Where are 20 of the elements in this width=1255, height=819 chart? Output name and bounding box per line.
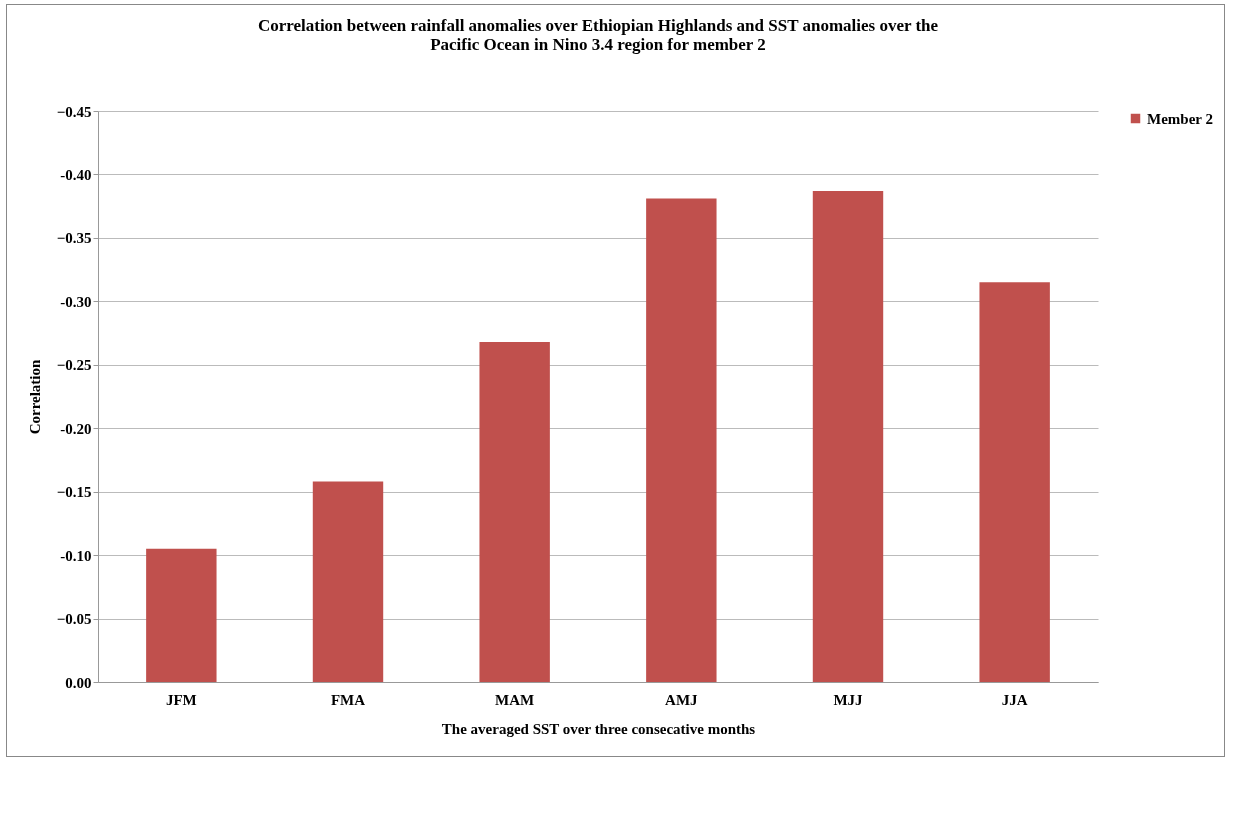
y-tick-label: −0.15	[56, 484, 92, 501]
y-tick-label: −0.25	[56, 357, 92, 374]
y-tick-label: −0.05	[56, 611, 92, 628]
y-axis-title: Correlation	[26, 358, 43, 435]
y-tick-label: -0.30	[60, 293, 92, 310]
legend-label: Member 2	[1147, 110, 1213, 127]
chart-title: Correlation between rainfall anomalies over Ethiopian Highlands and SST anomalies over the Pacific Ocean in Nino 3.4 region for member 2	[257, 16, 939, 54]
x-tick-label: MAM	[495, 691, 535, 708]
x-tick-label: MJJ	[833, 691, 864, 708]
y-tick-label: -0.40	[60, 166, 92, 183]
x-tick-label: JFM	[165, 691, 197, 708]
x-tick-label: AMJ	[665, 691, 699, 708]
y-tick-label: -0.10	[60, 547, 92, 564]
y-tick-label: −0.45	[56, 103, 92, 120]
y-tick-label: -0.20	[60, 420, 92, 437]
x-tick-label: JJA	[1001, 691, 1028, 708]
y-tick-label: 0.00	[65, 674, 92, 691]
x-axis-title: The averaged SST over three consecative months	[441, 720, 756, 737]
x-tick-label: FMA	[330, 691, 366, 708]
y-tick-label: −0.35	[56, 230, 92, 247]
